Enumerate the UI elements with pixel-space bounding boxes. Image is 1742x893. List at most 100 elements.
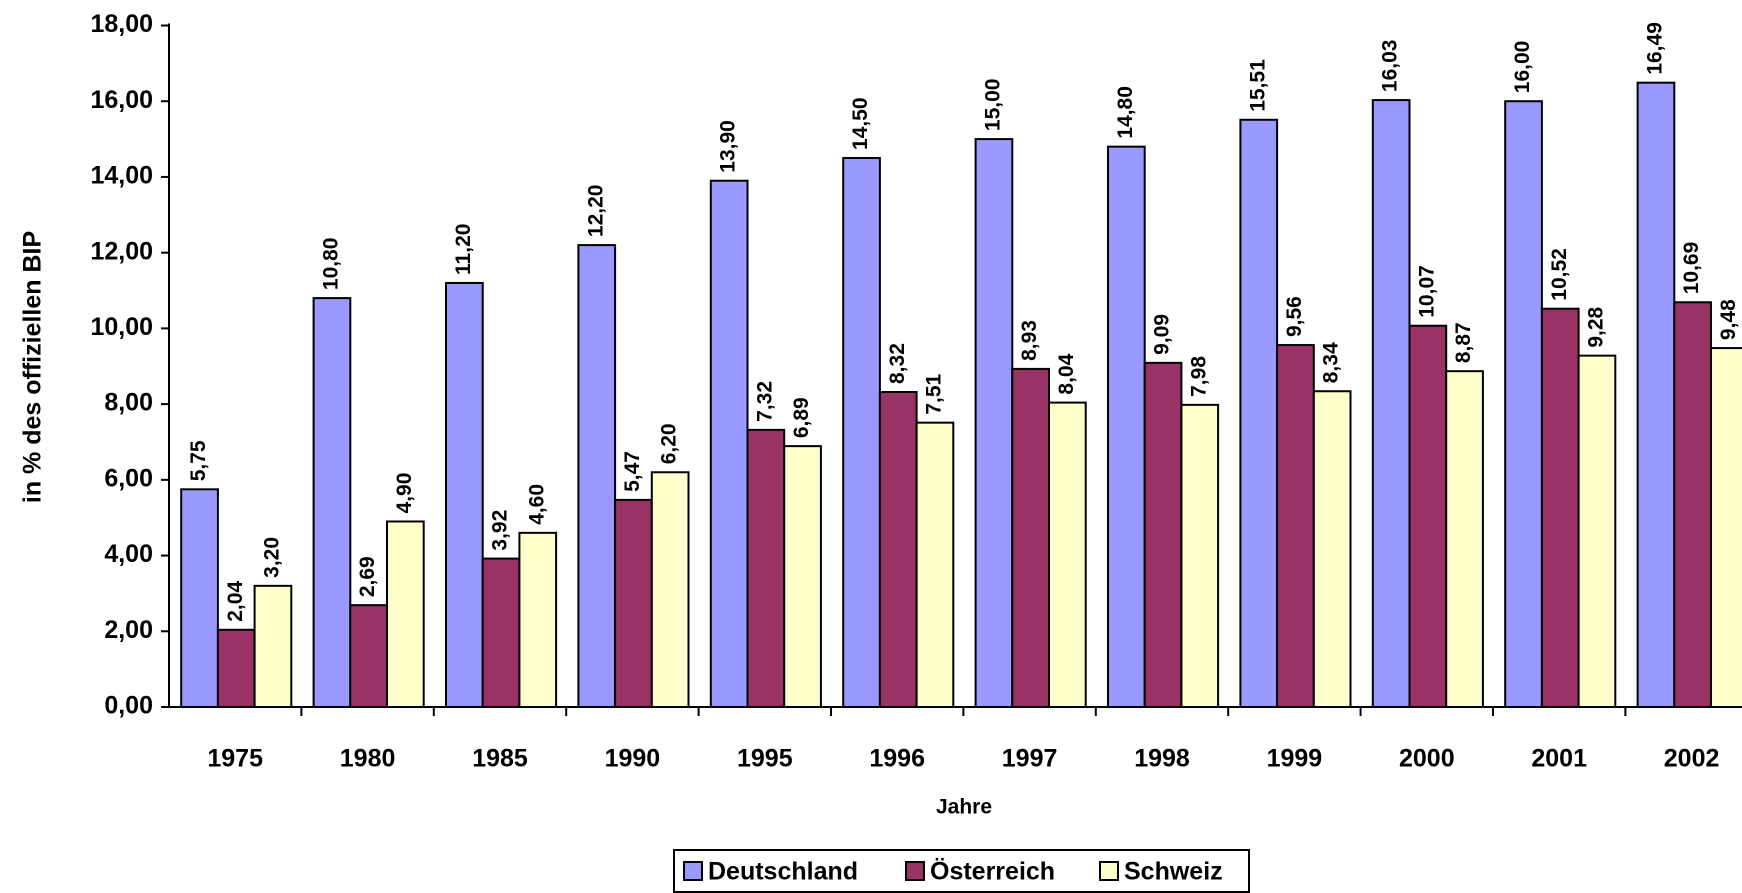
y-tick-label: 6,00 xyxy=(104,464,153,492)
bar xyxy=(445,281,484,708)
bar xyxy=(915,421,955,708)
value-label: 11,20 xyxy=(452,224,475,275)
bar xyxy=(746,428,786,708)
value-label: 6,20 xyxy=(658,423,681,464)
y-tick-label: 2,00 xyxy=(104,616,153,644)
value-label: 16,00 xyxy=(1511,41,1534,94)
bar xyxy=(1371,99,1411,709)
legend-swatch xyxy=(905,861,925,881)
value-label: 8,87 xyxy=(1452,322,1475,363)
legend-box xyxy=(673,849,1250,893)
bar xyxy=(650,471,690,708)
value-label: 5,47 xyxy=(621,451,644,492)
x-tick-label: 1985 xyxy=(472,745,528,773)
bar xyxy=(1239,118,1279,708)
x-tick-label: 1990 xyxy=(605,745,661,773)
bar xyxy=(577,244,617,708)
value-label: 10,69 xyxy=(1680,242,1703,295)
value-label: 8,32 xyxy=(886,343,909,384)
value-label: 4,60 xyxy=(525,484,548,525)
bar xyxy=(216,628,256,708)
y-tick-label: 8,00 xyxy=(104,389,153,417)
value-label: 8,93 xyxy=(1018,320,1041,361)
value-label: 13,90 xyxy=(717,120,740,173)
bar xyxy=(1540,307,1580,708)
x-tick-label: 1995 xyxy=(737,745,793,773)
bar xyxy=(1445,370,1484,708)
legend-swatch xyxy=(683,861,703,881)
x-tick-label: 1997 xyxy=(1002,745,1058,773)
value-label: 3,92 xyxy=(489,510,512,551)
bar xyxy=(1180,403,1220,708)
bar xyxy=(1673,301,1713,708)
value-label: 7,98 xyxy=(1187,356,1210,397)
y-tick-label: 14,00 xyxy=(90,162,153,190)
value-label: 16,49 xyxy=(1643,22,1666,75)
bar xyxy=(1048,401,1087,708)
bar xyxy=(386,520,425,708)
bar xyxy=(1577,354,1617,708)
value-label: 7,51 xyxy=(922,373,945,414)
value-label: 14,80 xyxy=(1114,86,1137,139)
x-axis-title: Jahre xyxy=(936,796,992,819)
x-tick-label: 1996 xyxy=(869,745,925,773)
x-tick-label: 2001 xyxy=(1531,745,1587,773)
value-label: 7,32 xyxy=(753,381,776,422)
legend-label: Schweiz xyxy=(1124,858,1223,886)
y-tick-label: 0,00 xyxy=(104,692,153,720)
value-label: 9,56 xyxy=(1283,296,1306,337)
legend-label: Österreich xyxy=(930,857,1055,886)
y-axis-title: in % des offiziellen BIP xyxy=(19,231,47,503)
value-label: 4,90 xyxy=(393,473,416,514)
x-tick-label: 1998 xyxy=(1134,745,1190,773)
bar xyxy=(878,390,918,708)
bar xyxy=(1636,81,1676,708)
bar xyxy=(709,179,749,709)
bar xyxy=(1312,390,1352,708)
value-label: 12,20 xyxy=(584,185,607,238)
value-label: 16,03 xyxy=(1379,40,1402,93)
y-tick-label: 16,00 xyxy=(90,86,153,114)
y-tick-label: 12,00 xyxy=(90,237,153,265)
x-tick-label: 1975 xyxy=(207,745,263,773)
value-label: 15,51 xyxy=(1246,59,1269,112)
value-label: 2,04 xyxy=(224,581,247,622)
bar xyxy=(1504,100,1543,708)
bar xyxy=(614,498,653,708)
bar xyxy=(1143,361,1183,708)
bar xyxy=(518,531,558,708)
x-tick-label: 2000 xyxy=(1399,745,1455,773)
bar xyxy=(1408,324,1448,708)
bar xyxy=(1011,367,1050,708)
bar xyxy=(974,138,1014,709)
y-tick-label: 18,00 xyxy=(90,10,153,38)
y-tick-label: 10,00 xyxy=(90,313,153,341)
bar xyxy=(312,297,352,708)
x-tick-label: 1999 xyxy=(1267,745,1323,773)
value-label: 14,50 xyxy=(849,97,872,150)
value-label: 9,48 xyxy=(1717,299,1740,340)
value-label: 15,00 xyxy=(981,79,1004,132)
value-label: 3,20 xyxy=(260,537,283,578)
legend: Deutschland Österreich Schweiz xyxy=(673,849,1250,893)
x-tick-label: 2002 xyxy=(1664,745,1720,773)
bar xyxy=(1276,344,1315,708)
value-label: 2,69 xyxy=(356,556,379,597)
bar xyxy=(842,157,881,708)
value-label: 9,09 xyxy=(1151,314,1174,355)
bar xyxy=(180,488,219,708)
y-tick-label: 4,00 xyxy=(104,540,153,568)
value-label: 5,75 xyxy=(187,440,210,481)
legend-swatch xyxy=(1099,861,1119,881)
bar xyxy=(481,557,521,709)
value-label: 8,34 xyxy=(1320,342,1343,383)
x-tick-label: 1980 xyxy=(340,745,396,773)
value-label: 9,28 xyxy=(1584,306,1607,347)
bar xyxy=(349,604,388,709)
bar xyxy=(783,445,822,708)
bar xyxy=(253,584,293,708)
bar xyxy=(1107,145,1146,708)
value-label: 10,52 xyxy=(1548,248,1571,301)
bar xyxy=(1710,347,1742,708)
